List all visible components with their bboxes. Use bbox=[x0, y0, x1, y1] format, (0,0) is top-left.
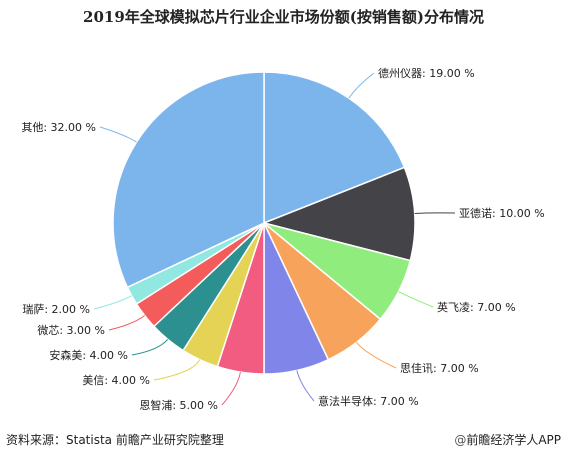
data-label-11: 其他: 32.00 % bbox=[21, 121, 96, 134]
data-label-6: 恩智浦: 5.00 % bbox=[139, 398, 218, 412]
leader-line-2 bbox=[414, 212, 456, 214]
leader-line-5 bbox=[296, 370, 315, 402]
data-label-3: 英飞凌: 7.00 % bbox=[437, 300, 516, 314]
data-label-5: 意法半导体: 7.00 % bbox=[318, 394, 419, 408]
brand-logo-icon: @ bbox=[454, 433, 467, 447]
leader-line-1 bbox=[348, 72, 375, 99]
label-leader-lines bbox=[93, 72, 456, 406]
pie-slice-11 bbox=[112, 71, 265, 289]
brand-name: 前瞻经济学人APP bbox=[466, 433, 561, 447]
pie-slice-1 bbox=[263, 71, 406, 225]
data-label-10: 瑞萨: 2.00 % bbox=[22, 302, 90, 316]
chart-title: 2019年全球模拟芯片行业企业市场份额(按销售额)分布情况 bbox=[83, 8, 484, 26]
data-label-8: 安森美: 4.00 % bbox=[49, 348, 128, 362]
leader-line-11 bbox=[99, 126, 137, 143]
data-label-7: 美信: 4.00 % bbox=[82, 374, 150, 387]
brand-credit: @前瞻经济学人APP bbox=[454, 431, 561, 448]
leader-line-10 bbox=[93, 295, 132, 310]
leader-line-9 bbox=[108, 315, 146, 331]
leader-line-7 bbox=[153, 359, 201, 381]
data-label-9: 微芯: 3.00 % bbox=[37, 323, 105, 337]
leader-line-4 bbox=[356, 341, 397, 369]
data-label-2: 亚德诺: 10.00 % bbox=[459, 206, 545, 220]
leader-line-8 bbox=[131, 338, 169, 356]
pie-slices bbox=[112, 71, 416, 375]
leader-line-6 bbox=[221, 372, 241, 406]
data-label-4: 思佳讯: 7.00 % bbox=[400, 361, 479, 375]
data-labels: 德州仪器: 19.00 % 亚德诺: 10.00 % 英飞凌: 7.00 % 思佳讯:… bbox=[21, 66, 544, 412]
source-note: 资料来源：Statista 前瞻产业研究院整理 bbox=[6, 433, 224, 447]
data-label-1: 德州仪器: 19.00 % bbox=[378, 66, 475, 80]
leader-line-3 bbox=[398, 291, 434, 308]
